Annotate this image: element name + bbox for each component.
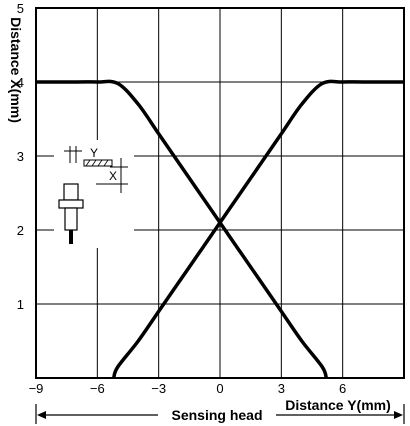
tick-labels: −9 −6 −3 0 3 6 1 2 3 4 5 bbox=[17, 1, 347, 396]
y-tick-label: 5 bbox=[17, 1, 24, 16]
x-tick-label: 6 bbox=[339, 381, 346, 396]
sensing-head-annotation: Sensing head bbox=[35, 404, 405, 424]
sensing-head-label: Sensing head bbox=[171, 407, 262, 423]
y-tick-label: 4 bbox=[17, 75, 24, 90]
arrowhead-right bbox=[394, 411, 403, 419]
plot-frame bbox=[35, 7, 405, 379]
series-line-1 bbox=[36, 79, 328, 379]
sensor-diagram: Y X bbox=[54, 140, 134, 248]
target-hatch-3 bbox=[97, 159, 103, 167]
x-marker-label: X bbox=[109, 169, 117, 183]
x-tick-label: −3 bbox=[151, 381, 166, 396]
x-axis-label: Distance Y(mm) bbox=[285, 397, 391, 413]
series-group bbox=[36, 79, 404, 379]
target-hatch-2 bbox=[91, 159, 97, 167]
target-hatch bbox=[85, 159, 91, 167]
sensor-body bbox=[64, 207, 78, 231]
y-marker-label: Y bbox=[90, 146, 98, 160]
x-tick-label: 0 bbox=[216, 381, 223, 396]
y-tick-label: 2 bbox=[17, 223, 24, 238]
x-tick-label: −9 bbox=[29, 381, 44, 396]
y-tick-label: 3 bbox=[17, 149, 24, 164]
arrowhead-left bbox=[37, 411, 46, 419]
target-hatch-4 bbox=[103, 159, 109, 167]
series-line-2 bbox=[112, 79, 404, 379]
sensor-cable bbox=[69, 230, 73, 244]
x-tick-label: 3 bbox=[278, 381, 285, 396]
y-axis-label: Distance X(mm) bbox=[8, 17, 24, 123]
x-tick-label: −6 bbox=[90, 381, 105, 396]
sensor-nut bbox=[58, 199, 84, 209]
y-tick-label: 1 bbox=[17, 297, 24, 312]
sensor-head bbox=[63, 183, 79, 201]
